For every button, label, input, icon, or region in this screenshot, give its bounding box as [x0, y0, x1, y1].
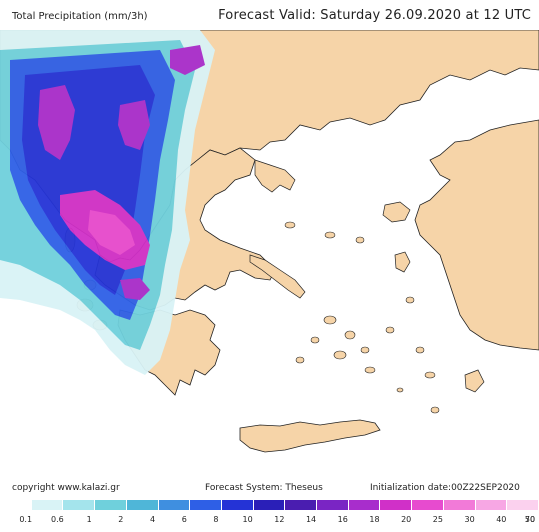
colorbar-swatch: [412, 500, 444, 510]
island-crete: [239, 419, 381, 453]
landmass-anatolia: [414, 119, 539, 351]
colorbar-swatch: [158, 500, 191, 510]
colorbar-swatch: [475, 500, 508, 510]
colorbar-tick-label: 12: [274, 515, 285, 524]
colorbar-swatch: [31, 500, 64, 510]
colorbar-tick-label: 10: [242, 515, 253, 524]
colorbar-tick-label: 16: [337, 515, 348, 524]
colorbar-tick-label: 18: [369, 515, 380, 524]
colorbar-swatch: [63, 500, 96, 510]
colorbar-tick-label: 0.6: [51, 515, 64, 524]
island-chios: [394, 251, 411, 273]
colorbar-tick-label: 25: [432, 515, 443, 524]
copyright-text: copyright www.kalazi.gr: [12, 483, 120, 493]
colorbar-swatch: [443, 500, 476, 510]
map-footer: copyright www.kalazi.gr Forecast System:…: [0, 478, 539, 532]
colorbar-tick-label: 20: [401, 515, 412, 524]
colorbar-swatch: [221, 500, 254, 510]
initialization-date-text: Initialization date:00Z22SEP2020: [370, 483, 520, 493]
colorbar-swatch: [317, 500, 349, 510]
colorbar-swatch: [285, 500, 318, 510]
forecast-valid-time: Forecast Valid: Saturday 26.09.2020 at 1…: [218, 8, 531, 23]
colorbar-tick-label: 2: [118, 515, 124, 524]
colorbar-tick-label: 40: [496, 515, 507, 524]
colorbar-swatch: [253, 500, 286, 510]
colorbar-tick-label: 1: [86, 515, 92, 524]
island-rhodes: [464, 369, 485, 393]
island-group-cyclades: [284, 221, 440, 414]
colorbar-tick-label: 4: [149, 515, 156, 524]
colorbar-swatch: [0, 500, 32, 510]
variable-title: Total Precipitation (mm/3h): [12, 11, 148, 22]
colorbar-swatch: [126, 500, 159, 510]
colorbar-tick-label: 0.1: [19, 515, 33, 524]
map-header: Total Precipitation (mm/3h) Forecast Val…: [0, 0, 539, 30]
colorbar-tick-label: 70: [524, 515, 536, 524]
colorbar-tick-label: 50: [524, 515, 536, 524]
forecast-system-text: Forecast System: Theseus: [205, 483, 323, 493]
colorbar-tick-label: 8: [213, 515, 219, 524]
colorbar-swatch: [380, 500, 413, 510]
precipitation-colorbar: [0, 500, 539, 510]
precipitation-field: [0, 30, 215, 375]
colorbar-swatch: [507, 500, 539, 510]
colorbar-tick-label: 30: [464, 515, 475, 524]
landmass-chalkidiki: [254, 159, 296, 193]
island-lesvos: [382, 201, 411, 223]
island-evia: [249, 254, 306, 299]
precipitation-map: [0, 30, 539, 478]
colorbar-tick-label: 14: [305, 515, 317, 524]
colorbar-swatch: [348, 500, 381, 510]
colorbar-swatch: [190, 500, 222, 510]
colorbar-tick-label: 6: [181, 515, 187, 524]
colorbar-tick-labels: 0.1 0.6 1 2 4 6 8 10 12 14 16 18 20 25 30 40 50 70: [0, 515, 539, 527]
colorbar-swatch: [95, 500, 127, 510]
